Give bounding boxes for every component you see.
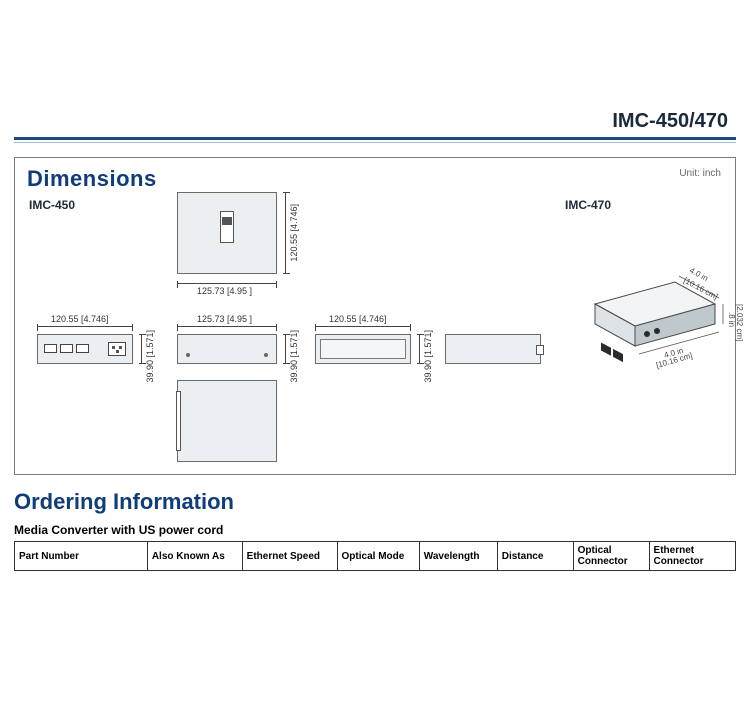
imc450-side-w-dimline bbox=[177, 326, 277, 327]
imc470-label: IMC-470 bbox=[565, 198, 611, 212]
imc450-top-w-dimtext: 125.73 [4.95 ] bbox=[197, 286, 252, 296]
imc450-front-view bbox=[37, 334, 133, 364]
imc450-back-w-dimline bbox=[315, 326, 411, 327]
ordering-table: Part Number Also Known As Ethernet Speed… bbox=[14, 541, 736, 571]
th-optical-mode: Optical Mode bbox=[337, 542, 419, 571]
header-rule-thin bbox=[14, 142, 736, 143]
th-also-known-as: Also Known As bbox=[147, 542, 242, 571]
th-wavelength: Wavelength bbox=[419, 542, 497, 571]
svg-text:.8 in: .8 in bbox=[727, 312, 736, 327]
unit-note: Unit: inch bbox=[679, 168, 721, 179]
imc450-top-view bbox=[177, 192, 277, 274]
imc450-front-w-dimline bbox=[37, 326, 133, 327]
imc450-bottom-view bbox=[177, 380, 277, 462]
imc450-side-w-dimtext: 125.73 [4.95 ] bbox=[197, 314, 252, 324]
imc450-side2-view bbox=[445, 334, 541, 364]
imc450-top-h-dimline bbox=[285, 192, 286, 274]
imc450-side-h-dimtext: 39.90 [1.571] bbox=[289, 330, 299, 383]
imc450-back-h-dimline bbox=[419, 334, 420, 364]
imc450-back-w-dimtext: 120.55 [4.746] bbox=[329, 314, 387, 324]
imc450-front-w-dimtext: 120.55 [4.746] bbox=[51, 314, 109, 324]
th-part-number: Part Number bbox=[15, 542, 148, 571]
th-distance: Distance bbox=[497, 542, 573, 571]
imc450-back-h-dimtext: 39.90 [1.571] bbox=[423, 330, 433, 383]
svg-text:[2.032 cm]: [2.032 cm] bbox=[735, 304, 744, 341]
dimensions-title: Dimensions bbox=[27, 166, 723, 192]
header-rule-thick bbox=[14, 137, 736, 140]
th-optical-conn: Optical Connector bbox=[573, 542, 649, 571]
imc470-iso-view: 4.0 in [10.16 cm] .8 in [2.032 cm] 4.0 i… bbox=[555, 254, 715, 369]
imc450-side-view bbox=[177, 334, 277, 364]
th-ethernet-conn: Ethernet Connector bbox=[649, 542, 735, 571]
imc450-top-w-dimline bbox=[177, 283, 277, 284]
imc450-front-h-dimtext: 39.90 [1.571] bbox=[145, 330, 155, 383]
th-ethernet-speed: Ethernet Speed bbox=[242, 542, 337, 571]
page-model-header: IMC-450/470 bbox=[14, 110, 736, 133]
imc450-front-h-dimline bbox=[141, 334, 142, 364]
imc450-label: IMC-450 bbox=[29, 198, 75, 212]
ordering-title: Ordering Information bbox=[14, 489, 736, 515]
ordering-subtitle: Media Converter with US power cord bbox=[14, 523, 736, 537]
imc450-back-view bbox=[315, 334, 411, 364]
imc450-top-h-dimtext: 120.55 [4.746] bbox=[289, 204, 299, 262]
dimensions-box: Dimensions Unit: inch IMC-450 IMC-470 12… bbox=[14, 157, 736, 475]
imc450-side-h-dimline bbox=[285, 334, 286, 364]
